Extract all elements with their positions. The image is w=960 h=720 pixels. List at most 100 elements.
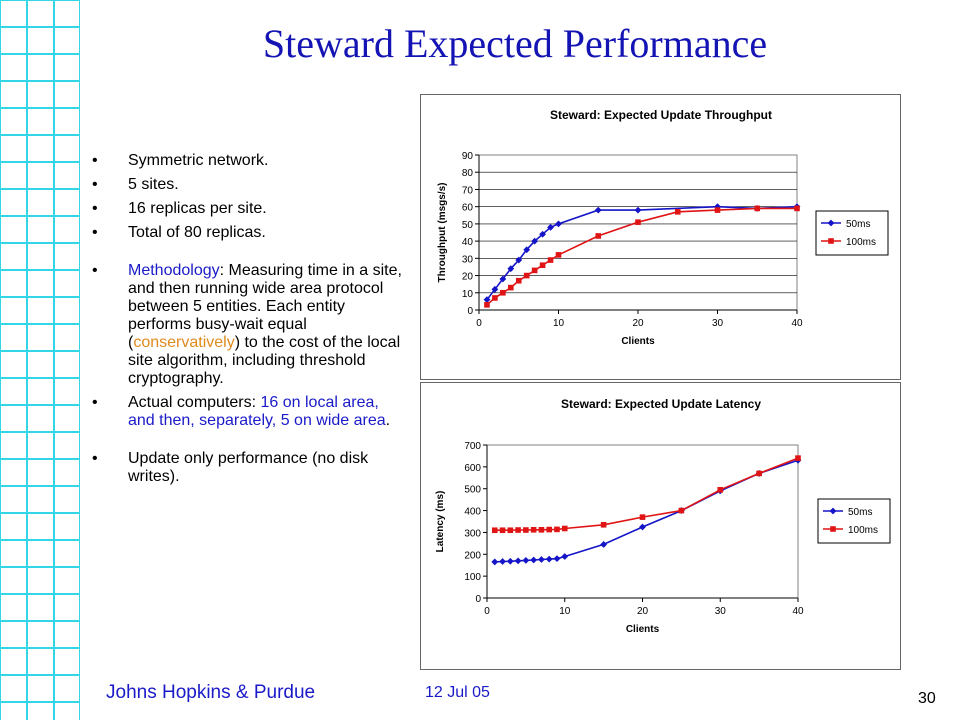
data-point-100ms bbox=[756, 470, 762, 477]
grid-cell bbox=[54, 486, 80, 513]
grid-cell bbox=[54, 702, 80, 720]
x-axis-label: Clients bbox=[621, 336, 655, 347]
data-point-50ms bbox=[539, 230, 546, 238]
y-tick-label: 70 bbox=[462, 185, 474, 196]
bullet-item: Symmetric network. bbox=[88, 152, 408, 170]
x-tick-label: 30 bbox=[715, 606, 727, 617]
data-point-50ms bbox=[555, 220, 562, 228]
data-point-50ms bbox=[634, 206, 642, 214]
grid-cell bbox=[54, 621, 80, 648]
y-tick-label: 700 bbox=[464, 441, 481, 452]
data-point-100ms bbox=[714, 207, 721, 213]
bullet-update-only: Update only performance (no disk writes)… bbox=[88, 450, 408, 486]
y-tick-label: 30 bbox=[462, 254, 474, 265]
bullet-actual: Actual computers: 16 on local area, and … bbox=[88, 394, 408, 430]
y-tick-label: 60 bbox=[462, 203, 474, 214]
chart-title: Steward: Expected Update Throughput bbox=[550, 108, 772, 122]
x-axis-label: Clients bbox=[626, 624, 660, 635]
x-tick-label: 20 bbox=[632, 318, 644, 329]
data-point-100ms bbox=[515, 277, 522, 284]
grid-cell bbox=[54, 189, 80, 216]
y-tick-label: 400 bbox=[464, 507, 481, 518]
y-tick-label: 100 bbox=[464, 572, 481, 583]
methodology-text-a: : Measuring time in a site, and then run… bbox=[128, 262, 402, 351]
grid-cell bbox=[0, 432, 27, 459]
data-point-50ms bbox=[499, 558, 506, 565]
grid-cell bbox=[27, 378, 54, 405]
grid-cell bbox=[27, 567, 54, 594]
x-tick-label: 0 bbox=[484, 606, 490, 617]
grid-cell bbox=[0, 162, 27, 189]
grid-cell bbox=[27, 243, 54, 270]
grid-cell bbox=[54, 432, 80, 459]
grid-cell bbox=[0, 567, 27, 594]
grid-cell bbox=[0, 648, 27, 675]
data-point-100ms bbox=[754, 205, 761, 212]
data-point-50ms bbox=[531, 237, 539, 245]
grid-cell bbox=[54, 108, 80, 135]
data-point-100ms bbox=[499, 527, 506, 534]
throughput-chart: Steward: Expected Update Throughput 0 10 20… bbox=[420, 94, 901, 380]
grid-cell bbox=[27, 324, 54, 351]
plot-area bbox=[478, 154, 798, 311]
data-point-100ms bbox=[547, 257, 554, 263]
x-tick-label: 40 bbox=[791, 318, 803, 329]
data-point-100ms bbox=[678, 507, 685, 514]
data-point-100ms bbox=[515, 527, 521, 533]
slide-title: Steward Expected Performance bbox=[262, 21, 768, 66]
actual-end: . bbox=[385, 412, 391, 429]
data-point-100ms bbox=[530, 527, 537, 533]
y-tick-label: 90 bbox=[462, 151, 474, 162]
data-point-100ms bbox=[600, 521, 607, 528]
footer-org: Johns Hopkins & Purdue bbox=[106, 682, 316, 703]
data-point-100ms bbox=[507, 527, 514, 534]
data-point-50ms bbox=[522, 557, 530, 564]
grid-cell bbox=[0, 216, 27, 243]
legend-marker-50ms bbox=[827, 219, 835, 227]
grid-cell bbox=[0, 243, 27, 270]
x-tick-label: 40 bbox=[792, 606, 804, 617]
legend-marker-50ms bbox=[829, 507, 837, 515]
y-tick-label: 20 bbox=[462, 272, 474, 283]
y-tick-label: 10 bbox=[462, 289, 474, 300]
grid-cell bbox=[54, 135, 80, 162]
grid-cell bbox=[0, 459, 27, 486]
methodology-highlight: conservatively bbox=[133, 334, 235, 351]
data-point-100ms bbox=[539, 262, 546, 269]
methodology-text-b: ) to the cost of the local site algorith… bbox=[128, 334, 401, 387]
grid-cell bbox=[0, 81, 27, 108]
x-tick-label: 30 bbox=[712, 318, 724, 329]
data-point-50ms bbox=[561, 553, 569, 560]
y-axis-label: Throughput (msgs/s) bbox=[437, 183, 448, 283]
grid-cell bbox=[0, 27, 27, 54]
grid-cell bbox=[54, 216, 80, 243]
chart-title: Steward: Expected Update Latency bbox=[561, 397, 761, 411]
grid-cell bbox=[54, 54, 80, 81]
plot-area bbox=[486, 444, 799, 599]
data-point-50ms bbox=[491, 558, 499, 566]
data-point-100ms bbox=[500, 289, 506, 296]
grid-cell bbox=[0, 378, 27, 405]
grid-cell bbox=[27, 513, 54, 540]
grid-cell bbox=[0, 621, 27, 648]
grid-cell bbox=[54, 270, 80, 297]
grid-cell bbox=[27, 648, 54, 675]
grid-cell bbox=[27, 594, 54, 621]
data-point-50ms bbox=[483, 296, 491, 304]
actual-highlight: 16 on local area, and then, separately, … bbox=[128, 394, 386, 429]
grid-cell bbox=[54, 0, 80, 27]
data-point-100ms bbox=[546, 526, 552, 533]
grid-cell bbox=[0, 297, 27, 324]
bullet-list: Symmetric network. 5 sites. 16 replicas … bbox=[88, 152, 408, 492]
grid-cell bbox=[0, 324, 27, 351]
bullet-methodology: Methodology: Measuring time in a site, a… bbox=[88, 262, 408, 388]
legend-marker-100ms bbox=[830, 526, 836, 532]
footer-date: 12 Jul 05 bbox=[425, 684, 490, 701]
y-tick-label: 200 bbox=[464, 550, 481, 561]
data-point-50ms bbox=[506, 557, 514, 565]
grid-cell bbox=[0, 594, 27, 621]
grid-cell bbox=[27, 297, 54, 324]
data-point-50ms bbox=[515, 256, 523, 264]
bullet-item: 5 sites. bbox=[88, 176, 408, 194]
grid-cell bbox=[27, 54, 54, 81]
